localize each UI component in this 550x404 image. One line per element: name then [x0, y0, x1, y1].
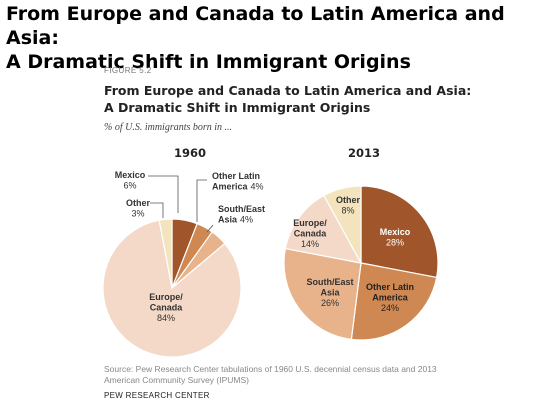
pie-slice-south-east-asia — [283, 247, 362, 341]
leader-line — [148, 175, 179, 213]
page-title-line-1: From Europe and Canada to Latin America … — [6, 3, 505, 49]
slice-label-europe-canada: Europe/Canada 84% — [149, 292, 183, 323]
pie-slice-other — [323, 185, 362, 264]
pie-slice-europe-canada — [284, 194, 363, 264]
page-title-line-2: A Dramatic Shift in Immigrant Origins — [6, 51, 411, 73]
source-line-2: American Community Survey (IPUMS) — [104, 375, 250, 385]
chart-title-line-1: From Europe and Canada to Latin America … — [104, 83, 472, 98]
chart-title: From Europe and Canada to Latin America … — [104, 82, 544, 116]
pie-title: 1960 — [174, 146, 206, 160]
slice-label-other-latin-america: Other Latin America 4% — [212, 171, 264, 192]
chart-title-line-2: A Dramatic Shift in Immigrant Origins — [104, 100, 371, 115]
pie-slice-europe-canada — [102, 219, 242, 358]
leader-line — [206, 224, 214, 233]
slice-label-south-east-asia: South/East Asia 26% — [306, 277, 353, 308]
leader-line — [150, 202, 164, 218]
pie-chart-2013: 2013 Mexico 28% Other Latin America 24% South/… — [283, 146, 439, 341]
slice-label-europe-canada: Europe/Canada 14% — [293, 218, 327, 249]
chart-subtitle: % of U.S. immigrants born in ... — [104, 122, 233, 133]
slice-label-south-east-asia: South/East Asia 4% — [218, 204, 265, 225]
slice-label-other: Other 3% — [126, 198, 151, 219]
pie-slice-other-latin-america — [350, 262, 438, 341]
organization-credit: PEW RESEARCH CENTER — [104, 391, 210, 400]
slice-label-other-latin-america: Other Latin America 24% — [366, 282, 414, 313]
page-title: From Europe and Canada to Latin America … — [6, 2, 546, 74]
leader-line — [196, 179, 207, 222]
source-line-1: Source: Pew Research Center tabulations … — [104, 364, 437, 374]
pie-chart-1960: 1960 Mexico 6% Other Latin America 4% South/Ea… — [102, 146, 265, 358]
source-note: Source: Pew Research Center tabulations … — [104, 364, 504, 386]
pie-title: 2013 — [348, 146, 380, 160]
slice-label-mexico: Mexico 6% — [115, 170, 146, 191]
pie-slice-mexico — [360, 185, 439, 279]
slice-label-mexico: Mexico 28% — [380, 227, 411, 248]
slice-label-other: Other 8% — [336, 195, 361, 216]
figure-label: FIGURE 5.2 — [104, 66, 152, 75]
pie-slice-other — [158, 218, 173, 289]
